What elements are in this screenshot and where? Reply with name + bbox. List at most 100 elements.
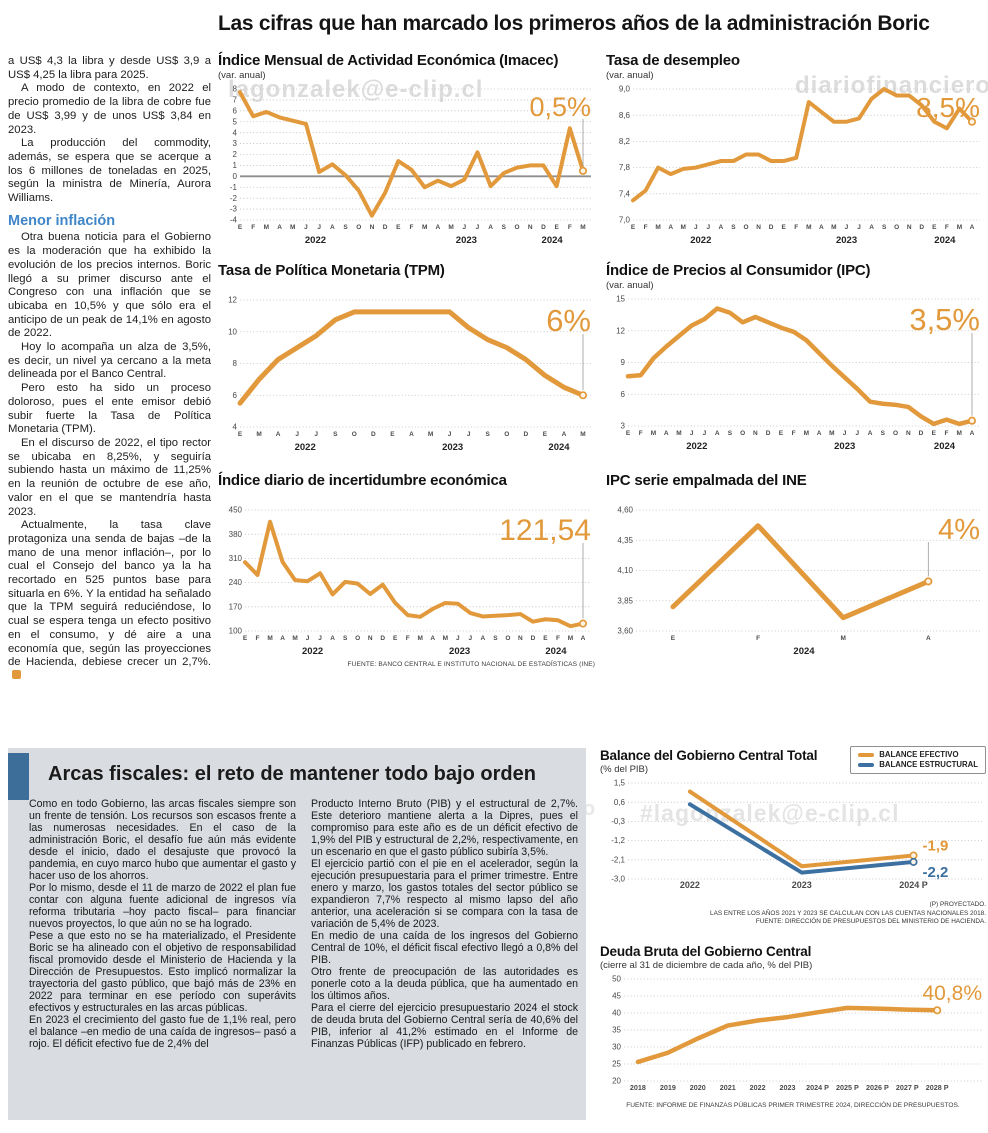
balance-plot: 1,5 0,6 -0,3 -1,2 -2,1 -3,0 2022 2023 2024 P -1,9…	[600, 777, 986, 900]
svg-text:2023: 2023	[836, 235, 857, 245]
svg-text:A: A	[926, 635, 931, 642]
svg-text:F: F	[406, 635, 410, 642]
svg-text:A: A	[277, 224, 282, 231]
svg-text:M: M	[292, 635, 297, 642]
svg-text:30: 30	[612, 1043, 621, 1052]
svg-text:A: A	[276, 431, 281, 438]
chart-tpm: Tasa de Política Monetaria (TPM) 12 10 8 6 4…	[218, 262, 595, 457]
svg-text:M: M	[957, 224, 962, 231]
svg-text:121,54: 121,54	[499, 514, 591, 547]
svg-text:D: D	[541, 224, 546, 231]
svg-text:A: A	[664, 430, 669, 437]
svg-text:2024: 2024	[545, 646, 567, 656]
svg-text:A: A	[970, 430, 975, 437]
note-line: (P) PROYECTADO.	[929, 901, 986, 908]
svg-text:1,5: 1,5	[614, 779, 626, 788]
svg-text:J: J	[295, 431, 299, 438]
chart-source: FUENTE: INFORME DE FINANZAS PÚBLICAS PRI…	[626, 1102, 960, 1109]
paragraph: Para el cierre del ejercicio presupuesta…	[311, 1002, 578, 1050]
svg-text:J: J	[469, 635, 473, 642]
svg-text:A: A	[868, 430, 873, 437]
svg-text:F: F	[945, 224, 949, 231]
svg-text:F: F	[556, 635, 560, 642]
svg-text:N: N	[907, 224, 912, 231]
svg-text:4: 4	[233, 423, 238, 432]
svg-text:2019: 2019	[660, 1083, 676, 1092]
svg-text:J: J	[467, 431, 471, 438]
svg-text:8,6: 8,6	[619, 111, 631, 120]
svg-text:D: D	[919, 430, 924, 437]
svg-text:S: S	[502, 224, 507, 231]
svg-text:M: M	[256, 431, 261, 438]
chart-subtitle: (var. anual)	[606, 280, 654, 291]
svg-text:A: A	[280, 635, 285, 642]
svg-text:D: D	[383, 224, 388, 231]
svg-text:4,10: 4,10	[617, 566, 633, 575]
left-paragraphs-1: a US$ 4,3 la libra y desde US$ 3,9 a US$…	[8, 55, 211, 206]
chart-title: Tasa de Política Monetaria (TPM)	[218, 262, 445, 279]
left-article-column: a US$ 4,3 la libra y desde US$ 3,9 a US$…	[8, 55, 211, 684]
chart-incertidumbre: Índice diario de incertidumbre económica…	[218, 472, 595, 668]
svg-text:E: E	[932, 224, 937, 231]
svg-text:8: 8	[233, 359, 238, 368]
svg-text:D: D	[371, 431, 376, 438]
svg-text:A: A	[409, 431, 414, 438]
svg-text:2022: 2022	[302, 646, 323, 656]
svg-text:0,5%: 0,5%	[529, 92, 591, 122]
svg-text:A: A	[581, 635, 586, 642]
chart-deuda: Deuda Bruta del Gobierno Central (cierre…	[600, 944, 986, 1109]
svg-text:A: A	[869, 224, 874, 231]
deuda-svg: 50 45 40 35 30 25 20 2018 2019 2020 2021 2022 2023 20…	[612, 975, 982, 1092]
svg-text:N: N	[756, 224, 761, 231]
paragraph: En medio de una caída de los ingresos de…	[311, 930, 578, 966]
svg-text:2022: 2022	[295, 442, 316, 452]
chart-ipc: Índice de Precios al Consumidor (IPC) (v…	[606, 262, 984, 456]
svg-text:380: 380	[229, 530, 243, 539]
svg-text:E: E	[243, 635, 248, 642]
svg-text:2022: 2022	[686, 441, 707, 451]
chart-title: Deuda Bruta del Gobierno Central	[600, 944, 812, 959]
svg-text:J: J	[707, 224, 711, 231]
svg-text:E: E	[238, 431, 243, 438]
svg-text:F: F	[256, 635, 260, 642]
paragraph: Pese a que esto no se ha materializado, …	[29, 930, 296, 1014]
accent-bar	[8, 753, 29, 800]
paragraph: Otra buena noticia para el Gobierno es l…	[8, 231, 211, 340]
svg-text:4,35: 4,35	[617, 536, 633, 545]
svg-text:D: D	[769, 224, 774, 231]
balance-legend: BALANCE EFECTIVO BALANCE ESTRUCTURAL	[850, 746, 986, 774]
svg-text:2022: 2022	[305, 235, 326, 245]
svg-text:2025 P: 2025 P	[836, 1083, 859, 1092]
svg-text:E: E	[781, 224, 786, 231]
svg-text:J: J	[304, 224, 308, 231]
svg-text:J: J	[318, 635, 322, 642]
svg-text:F: F	[639, 430, 643, 437]
svg-text:40: 40	[612, 1009, 621, 1018]
svg-text:S: S	[882, 224, 887, 231]
svg-text:S: S	[493, 635, 498, 642]
svg-text:M: M	[831, 224, 836, 231]
svg-text:-1: -1	[230, 183, 238, 192]
article-end-icon	[12, 669, 21, 679]
svg-text:12: 12	[616, 326, 625, 335]
svg-text:2023: 2023	[780, 1083, 796, 1092]
svg-text:J: J	[843, 430, 847, 437]
svg-text:A: A	[330, 224, 335, 231]
svg-text:1: 1	[233, 161, 238, 170]
svg-text:4,60: 4,60	[617, 506, 633, 515]
svg-text:M: M	[676, 430, 681, 437]
svg-text:450: 450	[229, 506, 243, 515]
note-line: LAS ENTRE LOS AÑOS 2021 Y 2023 SE CALCUL…	[710, 909, 986, 917]
chart-desempleo: Tasa de desempleo (var. anual) 9,0 8,6 8,2…	[606, 52, 984, 250]
svg-text:M: M	[580, 224, 585, 231]
chart-subtitle: (% del PIB)	[600, 764, 649, 775]
svg-text:2022: 2022	[680, 880, 700, 890]
svg-text:A: A	[436, 224, 441, 231]
svg-text:7,4: 7,4	[619, 189, 631, 198]
paragraph: Como en todo Gobierno, las arcas fiscale…	[29, 798, 296, 882]
svg-text:100: 100	[229, 627, 243, 636]
svg-text:2020: 2020	[690, 1083, 706, 1092]
